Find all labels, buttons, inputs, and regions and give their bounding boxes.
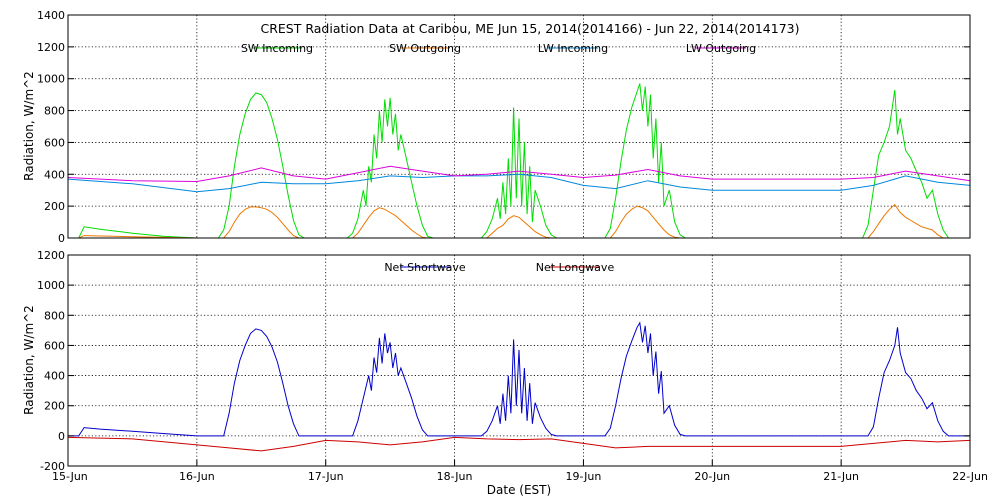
bottom-legend: Net Shortwave Net Longwave	[384, 261, 614, 274]
legend-label: SW Outgoing	[389, 42, 461, 55]
series-line-net-shortwave	[68, 321, 970, 437]
series-line-sw-outgoing	[68, 203, 970, 239]
series-line-net-longwave	[67, 436, 971, 452]
series-line-lw-incoming	[67, 173, 971, 193]
top-gridlines	[68, 15, 970, 238]
bottom-x-axis-ticks: 15-Jun 16-Jun 17-Jun 18-Jun 19-Jun 20-Jun 21-J…	[52, 460, 988, 483]
legend-label: SW Incoming	[241, 42, 313, 55]
y-tick-label: -200	[40, 460, 65, 473]
y-tick-label: 800	[44, 105, 65, 118]
top-panel: 0 200 400 600 800 1000 1200 1400 CREST Radiatio…	[22, 9, 971, 245]
top-y-axis-label: Radiation, W/m^2	[22, 71, 36, 181]
y-tick-label: 600	[44, 339, 65, 352]
x-tick-label: 16-Jun	[179, 470, 215, 483]
y-tick-label: 1400	[37, 9, 65, 22]
x-tick-label: 20-Jun	[694, 470, 730, 483]
legend-label: LW Outgoing	[686, 42, 756, 55]
bottom-panel: -200 0 200 400 600 800 1000 1200 15-Jun 16-Jun 17…	[22, 249, 988, 497]
y-tick-label: 1000	[37, 73, 65, 86]
y-tick-label: 200	[44, 400, 65, 413]
legend-label: Net Shortwave	[384, 261, 466, 274]
bottom-series-lines	[67, 321, 971, 452]
legend-label: LW Incoming	[538, 42, 608, 55]
bottom-y-axis-ticks: -200 0 200 400 600 800 1000 1200	[37, 249, 970, 473]
y-tick-label: 0	[58, 232, 65, 245]
x-axis-label: Date (EST)	[487, 483, 551, 497]
chart-title: CREST Radiation Data at Caribou, ME Jun …	[260, 21, 799, 36]
x-tick-label: 21-Jun	[823, 470, 859, 483]
y-tick-label: 200	[44, 200, 65, 213]
x-tick-label: 19-Jun	[566, 470, 602, 483]
top-legend: SW Incoming SW Outgoing LW Incoming LW Outg…	[241, 42, 756, 55]
top-plot-frame	[67, 14, 971, 239]
legend-label: Net Longwave	[536, 261, 615, 274]
bottom-y-axis-label: Radiation, W/m^2	[22, 305, 36, 415]
top-y-axis-ticks: 0 200 400 600 800 1000 1200 1400	[37, 9, 970, 245]
x-tick-label: 22-Jun	[952, 470, 988, 483]
y-tick-label: 400	[44, 168, 65, 181]
bottom-plot-frame	[67, 254, 971, 467]
y-tick-label: 400	[44, 370, 65, 383]
x-tick-label: 18-Jun	[437, 470, 473, 483]
series-line-lw-outgoing	[67, 165, 971, 183]
y-tick-label: 600	[44, 136, 65, 149]
y-tick-label: 800	[44, 309, 65, 322]
y-tick-label: 1200	[37, 249, 65, 262]
x-tick-label: 17-Jun	[308, 470, 344, 483]
y-tick-label: 1000	[37, 279, 65, 292]
y-tick-label: 0	[58, 430, 65, 443]
y-tick-label: 1200	[37, 41, 65, 54]
x-tick-label: 15-Jun	[52, 470, 88, 483]
